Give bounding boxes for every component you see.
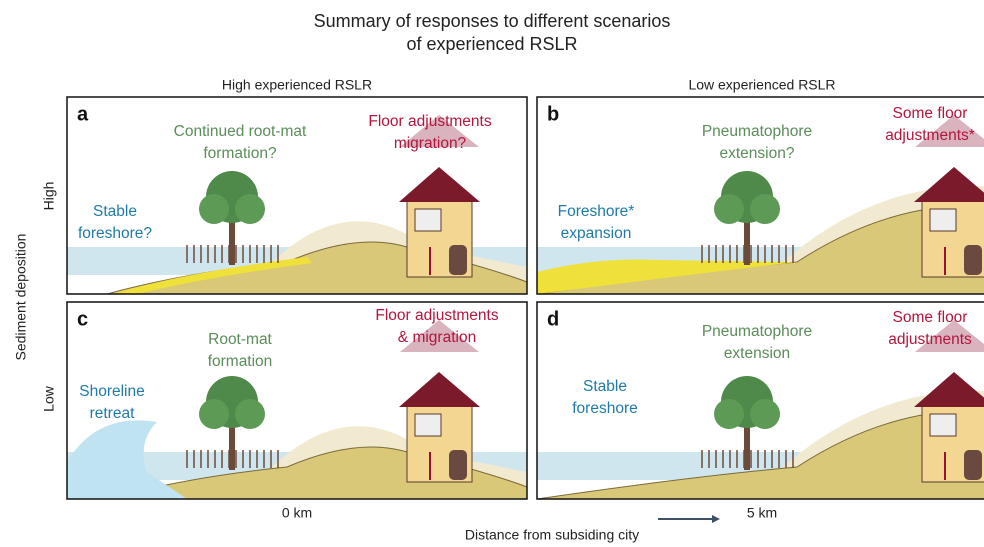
sediment xyxy=(112,257,312,294)
house-window xyxy=(929,208,957,232)
panel-scene xyxy=(67,97,527,294)
panel-scene xyxy=(67,302,527,499)
house-door xyxy=(449,450,467,480)
panel-scene xyxy=(537,97,984,294)
panel-label: Some floor xyxy=(893,105,968,122)
column-header: Low experienced RSLR xyxy=(688,77,835,93)
panel: b Pneumatophore extension? Some floor adjust… xyxy=(536,96,984,295)
sediment xyxy=(537,259,797,294)
panel-border xyxy=(536,96,984,295)
x-tick-label: 5 km xyxy=(747,505,777,521)
tree-crown xyxy=(235,194,265,224)
tree-crown xyxy=(199,194,229,224)
panel-label: Some floor xyxy=(893,309,968,326)
panel-label: Root-mat xyxy=(208,331,272,348)
column-header: High experienced RSLR xyxy=(222,77,372,93)
tree-crown xyxy=(750,399,780,429)
panel-label: extension? xyxy=(720,145,795,162)
x-tick-label: 0 km xyxy=(282,505,312,521)
panel-border xyxy=(66,301,528,500)
title-line: Summary of responses to different scenar… xyxy=(314,11,671,31)
tree-crown xyxy=(750,194,780,224)
house-window xyxy=(929,413,957,437)
house-window xyxy=(414,208,442,232)
panel: a Continued root-mat formation? Floor adjus… xyxy=(66,96,528,295)
row-label: High xyxy=(41,182,57,211)
panel-label: Floor adjustments xyxy=(368,113,491,130)
panel-scene xyxy=(537,302,984,499)
panel-label: Floor adjustments xyxy=(375,307,498,324)
house-ghost-roof xyxy=(400,320,479,352)
panel-letter: c xyxy=(77,308,88,330)
tree-trunk xyxy=(744,412,750,470)
direction-arrow-head xyxy=(712,515,720,523)
panel-label: & migration xyxy=(398,329,476,346)
tree-trunk xyxy=(229,412,235,470)
house-roof xyxy=(914,372,984,407)
tree-crown xyxy=(199,399,229,429)
title-line: of experienced RSLR xyxy=(406,34,577,54)
panel-label: Shoreline xyxy=(79,383,145,400)
y-axis-label: Sediment deposition xyxy=(13,234,29,361)
house-roof xyxy=(399,372,480,407)
panel-label: Continued root-mat xyxy=(174,123,307,140)
x-axis-label: Distance from subsiding city xyxy=(465,527,639,543)
tree-crown xyxy=(235,399,265,429)
house-door xyxy=(964,450,982,480)
tree-trunk xyxy=(744,207,750,265)
panel-label: adjustments xyxy=(888,331,972,348)
row-label: Low xyxy=(41,385,57,412)
panel-label: expansion xyxy=(561,225,632,242)
panel-label: formation xyxy=(208,353,273,370)
panel-letter: b xyxy=(547,103,559,125)
panel-letter: d xyxy=(547,308,559,330)
panel-label: adjustments* xyxy=(885,127,975,144)
panel-label: Stable xyxy=(583,378,627,395)
house-window xyxy=(414,413,442,437)
house-ghost-roof xyxy=(915,320,984,352)
house-door xyxy=(449,245,467,275)
panel-letter: a xyxy=(77,103,89,125)
house-ghost-roof xyxy=(400,115,479,147)
panel-label: Pneumatophore xyxy=(702,323,812,340)
panel-label: foreshore xyxy=(572,400,637,417)
panel: c Root-mat formation Floor adjustments & mig… xyxy=(66,301,528,500)
wave xyxy=(67,420,187,499)
tree-crown xyxy=(714,194,744,224)
house-ghost-roof xyxy=(915,115,984,147)
panel-label: formation? xyxy=(203,145,277,162)
house-roof xyxy=(914,167,984,202)
panel: d Pneumatophore extension Some floor adjustm… xyxy=(536,301,984,500)
house-door xyxy=(964,245,982,275)
house-roof xyxy=(399,167,480,202)
panel-label: retreat xyxy=(90,405,135,422)
panel-label: Pneumatophore xyxy=(702,123,812,140)
panel-label: Foreshore* xyxy=(558,203,635,220)
panel-border xyxy=(536,301,984,500)
panel-label: migration? xyxy=(394,135,467,152)
panel-label: foreshore? xyxy=(78,225,152,242)
panel-label: extension xyxy=(724,345,790,362)
panel-border xyxy=(66,96,528,295)
panel-label: Stable xyxy=(93,203,137,220)
tree-trunk xyxy=(229,207,235,265)
tree-crown xyxy=(714,399,744,429)
